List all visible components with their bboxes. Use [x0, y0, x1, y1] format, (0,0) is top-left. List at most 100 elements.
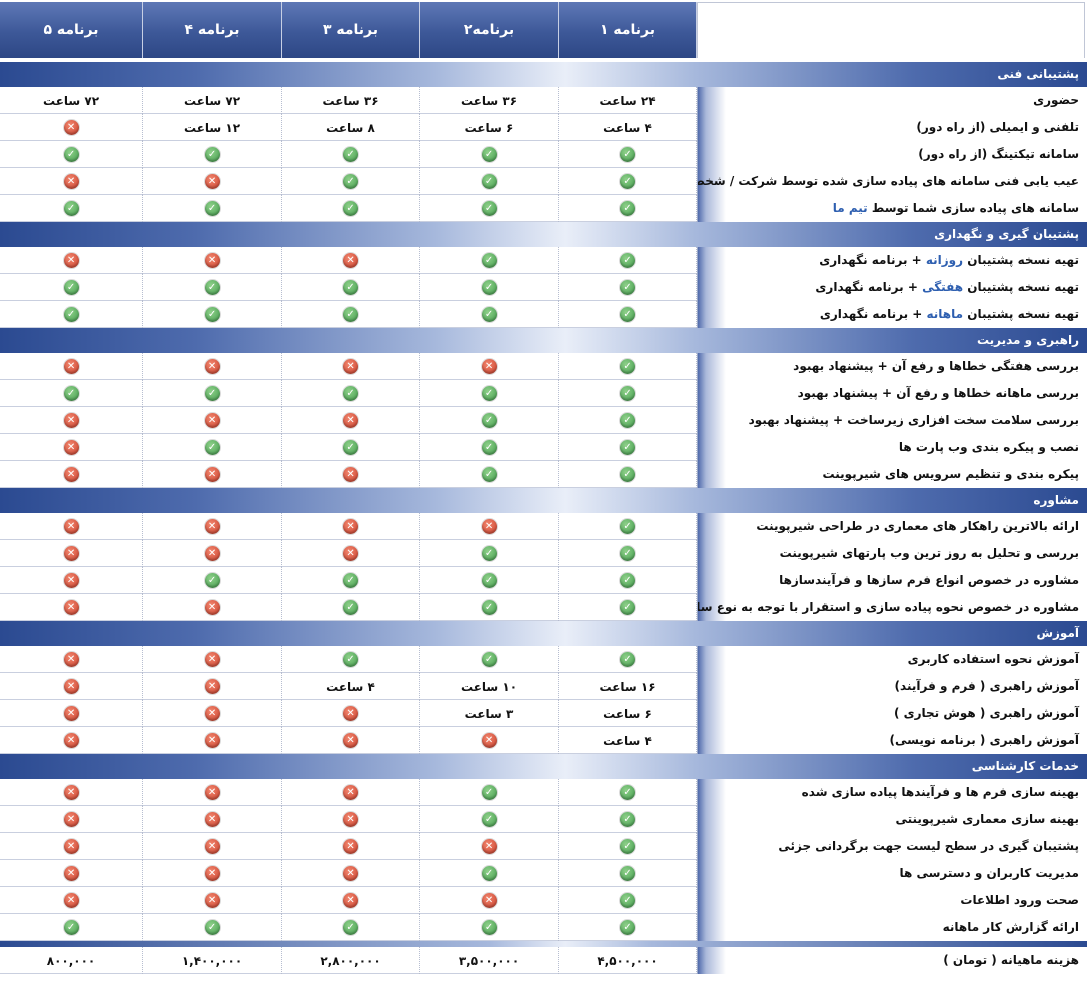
feature-label: آموزش نحوه استفاده کاربری — [697, 646, 1087, 673]
plan-cell: ✓ — [420, 380, 559, 407]
feature-text: مشاوره در خصوص انواع فرم سازها و فرآیندس… — [779, 573, 1079, 587]
feature-text: پشتیبان گیری در سطح لیست جهت برگردانی جز… — [778, 839, 1079, 853]
plan-cell: ✓ — [559, 860, 697, 887]
plan-cell: ✓ — [559, 353, 697, 380]
hours-value: ۶ ساعت — [464, 120, 514, 135]
plan-header-2: برنامه۲ — [420, 2, 559, 58]
plan-cell: ✓ — [282, 594, 420, 621]
check-icon: ✓ — [343, 201, 358, 216]
plan-cell: ✕ — [0, 513, 143, 540]
plan-cell: ✓ — [559, 646, 697, 673]
feature-text: سامانه های پیاده سازی شما توسط — [867, 201, 1079, 215]
plan-header-5: برنامه ۵ — [0, 2, 143, 58]
feature-label: آموزش راهبری ( فرم و فرآیند) — [697, 673, 1087, 700]
plan-cell: ✓ — [559, 195, 697, 222]
table-row: ✓ ✓ ✓ ✓ ✓ ارائه گزارش کار ماهانه — [0, 914, 1087, 941]
check-icon: ✓ — [620, 359, 635, 374]
plan-cell: ✓ — [0, 274, 143, 301]
plan-cell: ✓ — [559, 779, 697, 806]
plan-cell: ✕ — [282, 353, 420, 380]
feature-text: سامانه تیکتینگ (از راه دور) — [918, 147, 1079, 161]
plan-cell: ✕ — [0, 806, 143, 833]
cross-icon: ✕ — [204, 413, 220, 428]
feature-label: مشاوره در خصوص انواع فرم سازها و فرآیندس… — [697, 567, 1087, 594]
check-icon: ✓ — [481, 201, 497, 216]
plan-cell: ✓ — [420, 646, 559, 673]
cross-icon: ✕ — [343, 733, 358, 748]
check-icon: ✓ — [204, 386, 220, 401]
feature-label: پیکره بندی و تنظیم سرویس های شیرپوینت — [697, 461, 1087, 488]
plan-cell: ۴ ساعت — [559, 727, 697, 754]
table-row: ✕ ✕ ✕ ✓ ✓ مدیریت کاربران و دسترسی ها — [0, 860, 1087, 887]
plan-cell: ۴ ساعت — [559, 114, 697, 141]
table-row: ✕ ✕ ✕ ✓ ✓ بررسی سلامت سخت افزاری زیرساخت + پی… — [0, 407, 1087, 434]
plan-cell: ✓ — [0, 195, 143, 222]
plan-cell: ✕ — [0, 114, 143, 141]
hours-value: ۷۲ ساعت — [183, 93, 241, 108]
check-icon: ✓ — [481, 652, 497, 667]
plan-cell: ۱۶ ساعت — [559, 673, 697, 700]
plan-cell: ✓ — [420, 860, 559, 887]
cross-icon: ✕ — [204, 174, 220, 189]
hours-value: ۷۲ ساعت — [42, 93, 100, 108]
feature-label: بررسی و تحلیل به روز ترین وب پارتهای شیر… — [697, 540, 1087, 567]
cross-icon: ✕ — [204, 706, 220, 721]
plan-cell: ۸ ساعت — [282, 114, 420, 141]
hours-value: ۱۰ ساعت — [460, 679, 518, 694]
plan-cell: ✓ — [420, 461, 559, 488]
feature-label: نصب و پیکره بندی وب پارت ها — [697, 434, 1087, 461]
plan-cell: ✓ — [0, 141, 143, 168]
plan-cell: ✕ — [143, 646, 282, 673]
cross-icon: ✕ — [343, 866, 358, 881]
feature-text: آموزش راهبری ( برنامه نویسی) — [889, 733, 1080, 747]
cross-icon: ✕ — [343, 706, 358, 721]
feature-text: مدیریت کاربران و دسترسی ها — [899, 866, 1079, 880]
plan-cell: ✕ — [282, 727, 420, 754]
feature-label: تهیه نسخه پشتیبان ماهانه + برنامه نگهدار… — [697, 301, 1087, 328]
cross-icon: ✕ — [343, 839, 358, 854]
check-icon: ✓ — [204, 573, 220, 588]
plan-cell: ✕ — [0, 461, 143, 488]
check-icon: ✓ — [343, 147, 358, 162]
feature-text: تهیه نسخه پشتیبان — [963, 253, 1079, 267]
plan-cell: ✕ — [143, 513, 282, 540]
feature-text: آموزش راهبری ( هوش تجاری ) — [893, 706, 1079, 720]
plan-cell: ✕ — [420, 353, 559, 380]
cross-icon: ✕ — [481, 359, 497, 374]
table-row: ✕ ✕ ۴ ساعت ۱۰ ساعت ۱۶ ساعت آموزش راهبری ( فرم… — [0, 673, 1087, 700]
table-row: ✕ ✕ ✕ ✓ ✓ بهینه سازی معماری شیرپوینتی — [0, 806, 1087, 833]
plan-cell: ✕ — [0, 833, 143, 860]
cross-icon: ✕ — [63, 359, 79, 374]
feature-label: آموزش راهبری ( هوش تجاری ) — [697, 700, 1087, 727]
check-icon: ✓ — [204, 147, 220, 162]
check-icon: ✓ — [620, 920, 635, 935]
plan-cell: ✕ — [0, 779, 143, 806]
check-icon: ✓ — [63, 307, 79, 322]
plan-cell: ✕ — [420, 513, 559, 540]
cross-icon: ✕ — [343, 785, 358, 800]
plan-cell: ✕ — [143, 461, 282, 488]
feature-label: پشتیبان گیری در سطح لیست جهت برگردانی جز… — [697, 833, 1087, 860]
feature-text: بررسی ماهانه خطاها و رفع آن + پیشنهاد به… — [797, 386, 1079, 400]
cross-icon: ✕ — [204, 652, 220, 667]
check-icon: ✓ — [481, 280, 497, 295]
check-icon: ✓ — [620, 812, 635, 827]
cross-icon: ✕ — [481, 893, 497, 908]
cross-icon: ✕ — [204, 733, 220, 748]
plan-cell: ✕ — [143, 833, 282, 860]
check-icon: ✓ — [481, 307, 497, 322]
section-header: آموزش — [0, 621, 1087, 646]
cross-icon: ✕ — [343, 546, 358, 561]
feature-text: بهینه سازی فرم ها و فرآیندها پیاده سازی … — [801, 785, 1079, 799]
plan-cell: ✓ — [282, 380, 420, 407]
plan-cell: ✕ — [0, 247, 143, 274]
check-icon: ✓ — [481, 573, 497, 588]
price-row: ۸۰۰,۰۰۰ ۱,۴۰۰,۰۰۰ ۲,۸۰۰,۰۰۰ ۳,۵۰۰,۰۰۰ ۴,۵۰۰,… — [0, 947, 1087, 974]
check-icon: ✓ — [620, 253, 635, 268]
plan-cell: ✓ — [559, 540, 697, 567]
cross-icon: ✕ — [63, 893, 79, 908]
feature-label: سامانه تیکتینگ (از راه دور) — [697, 141, 1087, 168]
section-header: راهبری و مدیریت — [0, 328, 1087, 353]
plan-cell: ✓ — [420, 540, 559, 567]
plan-cell: ۶ ساعت — [559, 700, 697, 727]
